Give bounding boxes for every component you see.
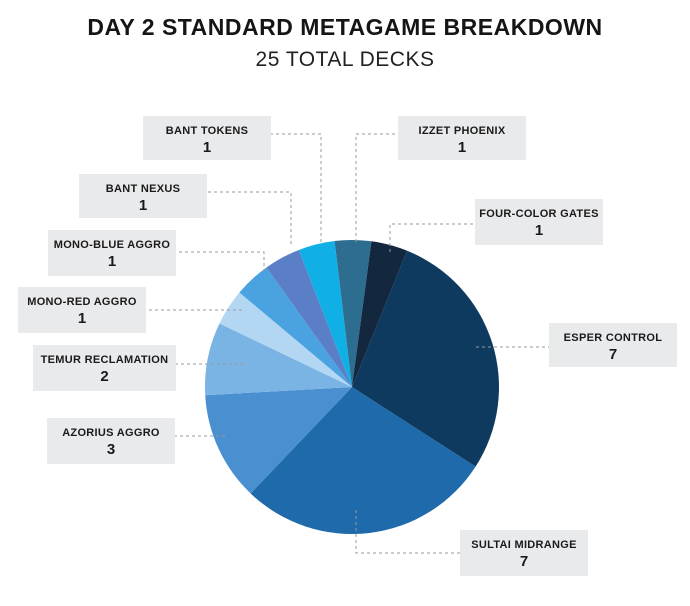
slice-label-value: 3 — [107, 441, 115, 458]
slice-label: AZORIUS AGGRO 3 — [47, 418, 225, 464]
pie-slice — [334, 240, 372, 387]
slice-label-value: 1 — [108, 253, 116, 270]
slice-label-value: 2 — [100, 368, 108, 385]
leader-line — [355, 510, 460, 554]
leader-line — [207, 191, 292, 244]
leader-line — [355, 133, 398, 242]
slice-label-value: 1 — [78, 310, 86, 327]
pie-slice — [298, 241, 352, 387]
slice-label: MONO-RED AGGRO 1 — [18, 287, 242, 333]
leader-line — [389, 223, 475, 252]
slice-label-name: TEMUR RECLAMATION — [41, 354, 169, 366]
slice-label-name: IZZET PHOENIX — [418, 125, 505, 137]
leader-line — [176, 251, 265, 272]
label-box — [549, 323, 677, 367]
slice-label: ESPER CONTROL 7 — [476, 323, 677, 367]
slice-label: BANT NEXUS 1 — [79, 174, 292, 244]
pie-slice — [352, 241, 408, 387]
slice-label-value: 7 — [609, 346, 617, 363]
pie-slices — [204, 240, 499, 534]
pie-slice — [266, 249, 352, 387]
chart-subtitle: 25 TOTAL DECKS — [255, 48, 435, 71]
slice-label-name: ESPER CONTROL — [564, 332, 663, 344]
slice-label-value: 1 — [139, 197, 147, 214]
pie-slice — [239, 267, 352, 387]
pie-slice — [352, 250, 499, 467]
label-box — [460, 530, 588, 576]
slice-label: IZZET PHOENIX 1 — [355, 116, 526, 242]
slice-label-value: 1 — [458, 139, 466, 156]
slice-label: TEMUR RECLAMATION 2 — [33, 345, 244, 391]
label-box — [33, 345, 176, 391]
label-box — [475, 199, 603, 245]
pie-slice — [204, 323, 352, 396]
slice-label-name: SULTAI MIDRANGE — [471, 539, 577, 551]
label-box — [79, 174, 207, 218]
label-box — [398, 116, 526, 160]
slice-label: MONO-BLUE AGGRO 1 — [48, 230, 265, 276]
slice-label-value: 1 — [203, 139, 211, 156]
label-box — [18, 287, 146, 333]
slice-label-name: AZORIUS AGGRO — [62, 427, 160, 439]
pie-slice — [250, 387, 476, 534]
slice-label-name: FOUR-COLOR GATES — [479, 208, 598, 220]
slice-label-value: 7 — [520, 553, 528, 570]
slice-label-name: MONO-RED AGGRO — [27, 296, 137, 308]
label-box — [47, 418, 175, 464]
pie-slice — [219, 292, 352, 387]
slice-label: BANT TOKENS 1 — [143, 116, 322, 242]
slice-label-name: BANT TOKENS — [166, 125, 249, 137]
slice-label-value: 1 — [535, 222, 543, 239]
pie-slice — [205, 387, 352, 494]
chart-title: DAY 2 STANDARD METAGAME BREAKDOWN — [87, 14, 603, 40]
slice-labels: ESPER CONTROL 7 SULTAI MIDRANGE 7 AZORIUS AG… — [18, 116, 677, 576]
slice-label-name: MONO-BLUE AGGRO — [54, 239, 171, 251]
slice-label: FOUR-COLOR GATES 1 — [389, 199, 603, 252]
slice-label: SULTAI MIDRANGE 7 — [355, 510, 588, 576]
leader-line — [271, 133, 322, 242]
slice-label-name: BANT NEXUS — [106, 183, 181, 195]
label-box — [48, 230, 176, 276]
label-box — [143, 116, 271, 160]
